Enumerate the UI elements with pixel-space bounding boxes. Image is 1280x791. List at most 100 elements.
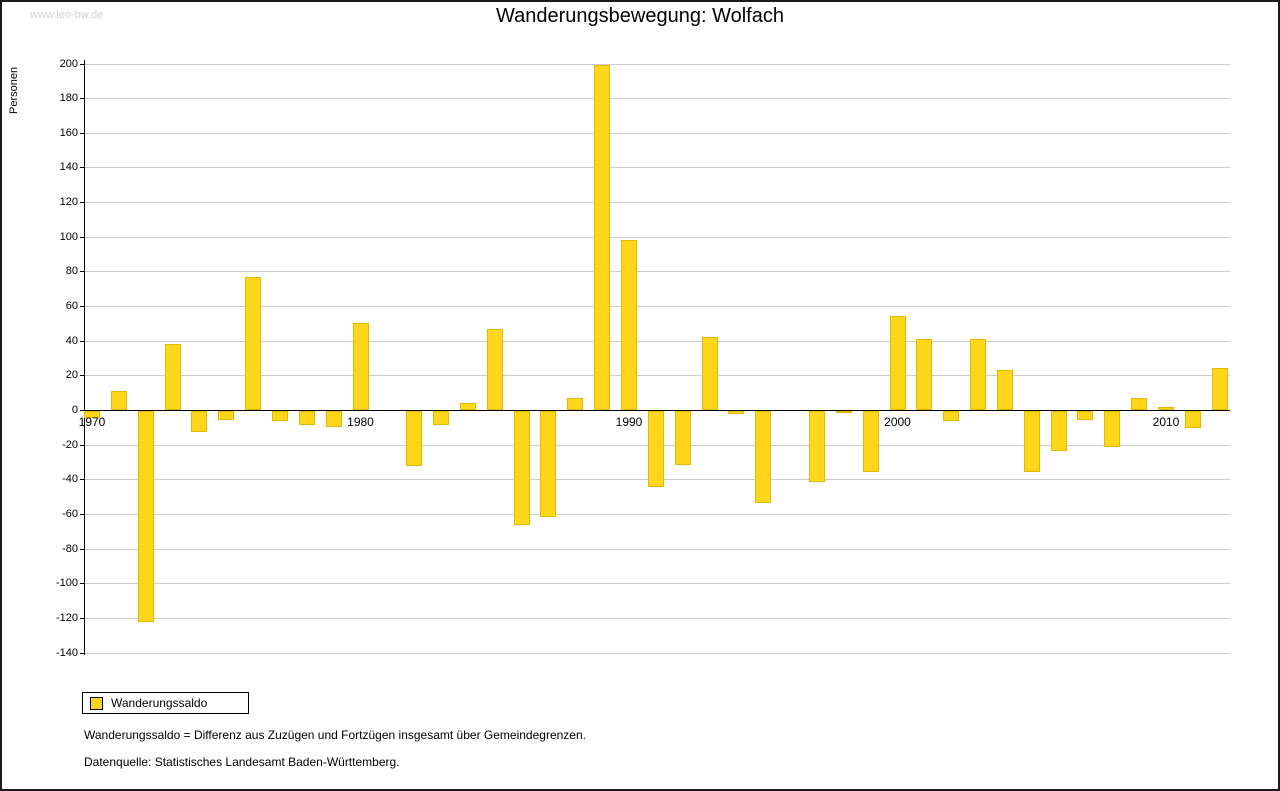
bar-1991	[647, 411, 664, 488]
gridline	[85, 513, 1230, 515]
y-tick-label: 140	[59, 161, 78, 174]
y-tick-label: -20	[62, 438, 78, 451]
bar-2007	[1077, 411, 1094, 420]
legend-swatch-icon	[90, 696, 103, 710]
legend-label: Wanderungssaldo	[111, 696, 208, 710]
bar-1983	[433, 411, 450, 425]
bar-1978	[298, 411, 315, 425]
footnote-source: Datenquelle: Statistisches Landesamt Bad…	[84, 755, 400, 769]
bar-1984	[459, 403, 476, 410]
bar-2012	[1211, 368, 1228, 410]
watermark: www.leo-bw.de	[30, 9, 104, 21]
bar-2006	[1050, 411, 1067, 451]
y-tick-label: 20	[65, 369, 78, 382]
gridline	[85, 583, 1230, 585]
gridline	[85, 617, 1230, 619]
bar-1982	[406, 411, 423, 467]
y-tick-label: 180	[59, 92, 78, 105]
x-tick-label: 1980	[347, 415, 374, 429]
y-tick-label: -120	[55, 611, 78, 624]
bar-1979	[325, 411, 342, 427]
bar-1970	[84, 411, 100, 418]
gridline	[85, 98, 1230, 100]
footnote-definition: Wanderungssaldo = Differenz aus Zuzügen …	[84, 728, 586, 742]
y-tick-mark	[80, 375, 84, 377]
gridline	[85, 63, 1230, 65]
y-tick-mark	[80, 98, 84, 100]
bar-1997	[808, 411, 825, 483]
bar-2002	[943, 411, 960, 422]
y-tick-label: -100	[55, 577, 78, 590]
gridline	[85, 132, 1230, 134]
bar-2009	[1131, 397, 1148, 410]
y-tick-label: 160	[59, 126, 78, 139]
bar-1987	[540, 411, 557, 517]
y-tick-label: 80	[65, 265, 78, 278]
y-tick-label: 200	[59, 57, 78, 70]
y-tick-mark	[80, 617, 84, 619]
bar-1988	[567, 397, 584, 410]
y-tick-label: 60	[65, 300, 78, 313]
bar-1976	[245, 276, 262, 410]
y-tick-mark	[80, 132, 84, 134]
y-tick-label: -60	[62, 507, 78, 520]
bar-1973	[164, 344, 181, 410]
bar-1985	[486, 328, 503, 410]
x-tick-label: 1990	[615, 415, 643, 429]
bar-2000	[889, 316, 906, 410]
bar-1975	[218, 411, 235, 420]
y-tick-mark	[80, 583, 84, 585]
bar-2001	[916, 338, 933, 410]
bar-2008	[1104, 411, 1121, 448]
bar-1972	[137, 411, 154, 623]
bar-1974	[191, 411, 208, 432]
gridline	[85, 652, 1230, 654]
bar-1990	[621, 240, 637, 410]
y-tick-mark	[80, 63, 84, 65]
bar-1998	[835, 411, 852, 413]
gridline	[85, 375, 1230, 377]
x-tick-label: 2000	[884, 415, 911, 429]
bar-1992	[674, 411, 691, 465]
y-tick-label: -40	[62, 473, 78, 486]
y-tick-mark	[80, 306, 84, 308]
y-axis-label: Personen	[8, 66, 20, 114]
bar-2010	[1158, 406, 1174, 410]
y-tick-mark	[80, 548, 84, 550]
gridline	[85, 340, 1230, 342]
bar-2003	[970, 338, 987, 410]
y-tick-label: 100	[59, 230, 78, 243]
gridline	[85, 548, 1230, 550]
y-tick-label: 0	[71, 404, 78, 416]
y-tick-mark	[80, 167, 84, 169]
bar-2004	[996, 370, 1013, 410]
gridline	[85, 202, 1230, 204]
bar-1980	[352, 323, 369, 410]
y-tick-mark	[80, 340, 84, 342]
gridline	[85, 167, 1230, 169]
y-tick-mark	[80, 236, 84, 238]
page-title: Wanderungsbewegung: Wolfach	[496, 5, 784, 27]
bar-1999	[862, 411, 879, 472]
x-tick-label: 1970	[78, 415, 106, 429]
x-tick-label: 2010	[1152, 415, 1180, 429]
gridline	[85, 236, 1230, 238]
bar-1994	[728, 411, 745, 415]
legend: Wanderungssaldo	[82, 692, 249, 714]
bar-1971	[110, 390, 127, 410]
bar-2005	[1023, 411, 1040, 472]
y-tick-label: 120	[59, 196, 78, 209]
y-tick-mark	[80, 513, 84, 515]
gridline	[85, 271, 1230, 273]
y-tick-mark	[80, 410, 84, 411]
y-tick-label: -80	[62, 542, 78, 555]
y-axis-line	[84, 60, 85, 655]
y-tick-label: 40	[65, 334, 78, 347]
bar-1986	[513, 411, 530, 526]
bar-1995	[755, 411, 772, 503]
y-tick-mark	[80, 479, 84, 481]
gridline	[85, 306, 1230, 308]
y-tick-label: -140	[55, 646, 78, 659]
y-tick-mark	[80, 202, 84, 204]
